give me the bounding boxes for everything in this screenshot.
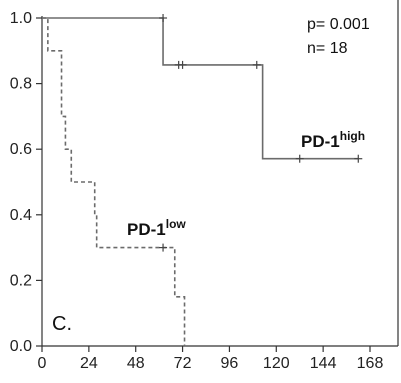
series-label-low-superscript: low [166, 217, 187, 231]
censor-mark-high [354, 154, 363, 163]
censor-mark-high [252, 60, 261, 69]
series-line-low [42, 17, 187, 347]
censor-mark-high [178, 60, 187, 69]
y-tick-label: 1.0 [10, 10, 32, 27]
x-tick-label: 48 [127, 355, 145, 372]
series-label-high-superscript: high [340, 129, 365, 143]
series-label-low-name: PD-1 [127, 220, 166, 239]
series-label-low: PD-1low [127, 217, 186, 239]
x-tick-label: 168 [357, 355, 384, 372]
x-tick-label: 120 [263, 355, 290, 372]
y-tick-label: 0.4 [10, 207, 32, 224]
x-tick-label: 0 [38, 355, 47, 372]
censor-mark-low [159, 243, 168, 252]
axes: 0.0 0.2 0.4 0.6 0.8 1.0 0 24 48 72 96 120 144 168 [10, 0, 399, 372]
y-tick-label: 0.8 [10, 76, 32, 93]
n-annotation: n= 18 [307, 40, 348, 57]
y-tick-label: 0.2 [10, 272, 32, 289]
x-tick-label: 24 [80, 355, 98, 372]
censor-mark-high [295, 154, 304, 163]
series-label-high-name: PD-1 [301, 132, 340, 151]
panel-label: C. [52, 313, 72, 335]
y-tick-label: 0.6 [10, 141, 32, 158]
x-tick-label: 144 [310, 355, 337, 372]
series-label-high: PD-1high [301, 129, 365, 151]
p-value-annotation: p= 0.001 [307, 16, 370, 33]
censor-mark-high [159, 14, 168, 22]
x-tick-label: 72 [174, 355, 192, 372]
x-tick-label: 96 [221, 355, 239, 372]
y-tick-label: 0.0 [10, 338, 32, 355]
series-line-high [42, 17, 359, 160]
series-group [42, 14, 363, 347]
